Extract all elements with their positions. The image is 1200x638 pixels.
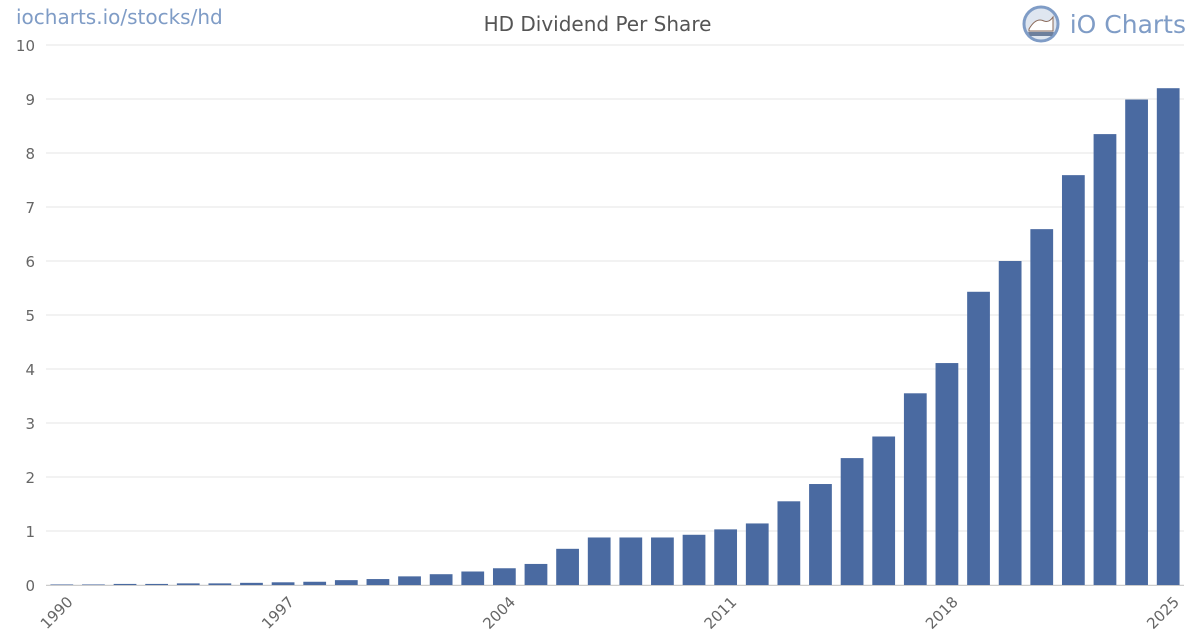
bar-2024 (1125, 99, 1148, 585)
x-tick-label: 2018 (922, 593, 962, 633)
bar-2013 (777, 501, 801, 585)
x-tick-label: 2025 (1143, 593, 1183, 633)
bar-2025 (1156, 88, 1180, 585)
y-tick-label: 2 (25, 469, 35, 487)
bar-2020 (998, 261, 1022, 585)
bar-2018 (935, 363, 959, 585)
x-tick-label: 1997 (258, 593, 298, 633)
y-tick-label: 4 (25, 361, 35, 379)
y-tick-label: 8 (25, 145, 35, 163)
y-tick-label: 3 (25, 415, 35, 433)
x-tick-label: 2004 (479, 593, 519, 633)
bar-2010 (682, 534, 706, 585)
x-tick-label: 2011 (701, 593, 741, 633)
bar-2023 (1093, 134, 1117, 585)
bar-2022 (1061, 175, 1085, 585)
chart-title: HD Dividend Per Share (483, 12, 712, 36)
bar-2002 (429, 574, 453, 585)
y-tick-label: 7 (25, 199, 35, 217)
bar-2016 (872, 436, 896, 585)
bar-2001 (398, 576, 421, 585)
bar-1998 (303, 581, 327, 585)
bar-1990 (50, 584, 74, 585)
bar-2014 (809, 484, 832, 585)
bar-2017 (903, 393, 927, 585)
io-charts-logo-icon (1022, 5, 1060, 43)
bar-1996 (240, 582, 263, 585)
brand[interactable]: iO Charts (1022, 5, 1186, 43)
bar-2008 (619, 537, 643, 585)
y-tick-label: 9 (25, 91, 35, 109)
bar-2007 (587, 537, 611, 585)
bar-1992 (113, 583, 137, 585)
y-tick-label: 10 (16, 37, 35, 55)
x-axis-ticks: 1990 1997 2004 2011 2018 2025 (37, 593, 1183, 633)
brand-name: iO Charts (1069, 9, 1186, 39)
bar-2005 (524, 563, 548, 585)
y-tick-label: 0 (25, 577, 35, 595)
bar-2021 (1030, 229, 1054, 585)
x-tick-label: 1990 (37, 593, 77, 633)
bar-2009 (651, 537, 674, 585)
bar-1994 (176, 583, 200, 585)
bar-1993 (145, 583, 169, 585)
bar-2000 (366, 579, 390, 585)
y-tick-label: 6 (25, 253, 35, 271)
bar-2006 (556, 548, 579, 585)
bars (50, 88, 1180, 585)
bar-2011 (714, 529, 738, 585)
bar-2015 (840, 458, 864, 585)
bar-2004 (492, 568, 516, 585)
bar-1999 (334, 580, 358, 585)
bar-2019 (967, 291, 990, 585)
bar-1997 (271, 582, 295, 585)
y-axis-ticks: 0 1 2 3 4 5 6 7 8 9 10 (16, 37, 35, 595)
y-tick-label: 5 (25, 307, 35, 325)
bar-1995 (208, 583, 232, 585)
bar-1991 (82, 584, 105, 585)
y-tick-label: 1 (25, 523, 35, 541)
bar-2003 (461, 571, 485, 585)
bar-2012 (745, 523, 769, 585)
site-url-link[interactable]: iocharts.io/stocks/hd (16, 5, 223, 29)
